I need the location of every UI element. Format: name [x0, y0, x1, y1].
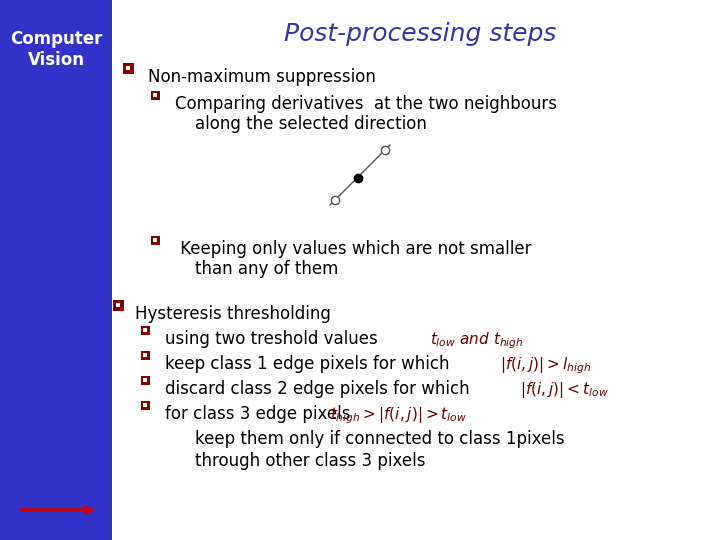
Text: along the selected direction: along the selected direction	[195, 115, 427, 133]
Bar	[150, 235, 160, 245]
Text: through other class 3 pixels: through other class 3 pixels	[195, 452, 426, 470]
Text: using two treshold values: using two treshold values	[165, 330, 378, 348]
Bar	[140, 350, 150, 360]
Text: Computer
Vision: Computer Vision	[10, 30, 102, 69]
Bar	[115, 302, 120, 307]
Bar	[143, 328, 147, 332]
Text: Post-processing steps: Post-processing steps	[284, 22, 556, 46]
Text: discard class 2 edge pixels for which: discard class 2 edge pixels for which	[165, 380, 469, 398]
Text: Comparing derivatives  at the two neighbours: Comparing derivatives at the two neighbo…	[175, 95, 557, 113]
Bar	[0, 0, 112, 540]
Bar	[150, 91, 160, 99]
Bar	[143, 403, 147, 407]
Bar	[153, 93, 157, 97]
Text: $t_{high} > |f(i,j)| > t_{low}$: $t_{high} > |f(i,j)| > t_{low}$	[330, 405, 467, 426]
Bar	[112, 300, 124, 310]
Bar	[140, 401, 150, 409]
Text: than any of them: than any of them	[195, 260, 338, 278]
Text: $t_{low}$ and $t_{high}$: $t_{low}$ and $t_{high}$	[430, 330, 523, 350]
Text: Hysteresis thresholding: Hysteresis thresholding	[135, 305, 331, 323]
Text: keep them only if connected to class 1pixels: keep them only if connected to class 1pi…	[195, 430, 564, 448]
Bar	[143, 353, 147, 357]
Text: Non-maximum suppression: Non-maximum suppression	[148, 68, 376, 86]
Bar	[153, 238, 157, 242]
Text: Keeping only values which are not smaller: Keeping only values which are not smalle…	[175, 240, 531, 258]
Bar	[140, 326, 150, 334]
Bar	[125, 65, 130, 71]
Text: keep class 1 edge pixels for which: keep class 1 edge pixels for which	[165, 355, 449, 373]
Text: $|f(i,j)| < t_{low}$: $|f(i,j)| < t_{low}$	[520, 380, 608, 400]
Bar	[122, 63, 133, 73]
Text: $|f(i,j)| > l_{high}$: $|f(i,j)| > l_{high}$	[500, 355, 591, 376]
Bar	[140, 375, 150, 384]
Text: for class 3 edge pixels: for class 3 edge pixels	[165, 405, 351, 423]
Bar	[143, 378, 147, 382]
